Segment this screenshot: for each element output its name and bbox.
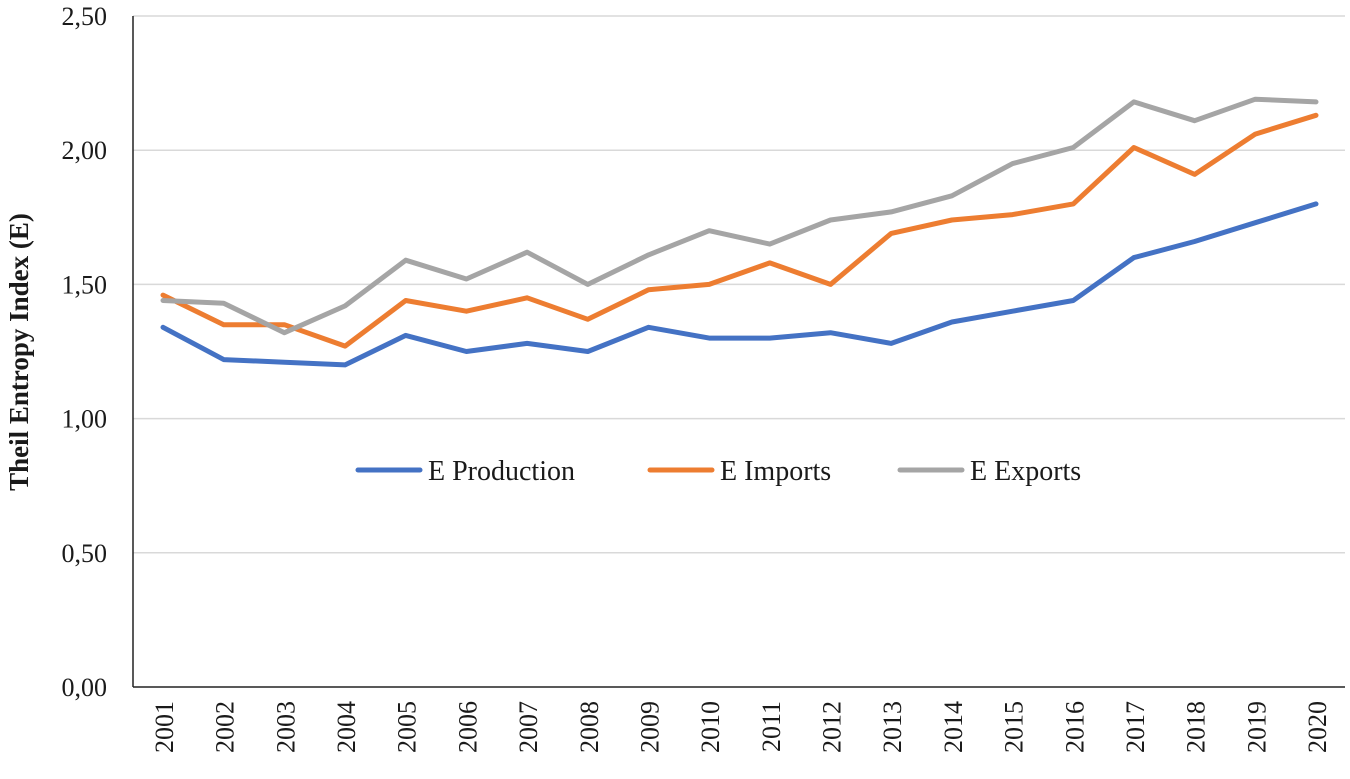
legend-label: E Exports <box>970 456 1081 487</box>
y-tick-label: 0,50 <box>62 539 108 568</box>
x-tick-label: 2014 <box>939 701 968 753</box>
x-tick-label: 2003 <box>271 701 300 753</box>
series-line-e-production <box>160 201 1319 368</box>
x-tick-label: 2013 <box>878 701 907 753</box>
x-tick-label: 2006 <box>453 701 482 753</box>
y-tick-label: 1,00 <box>62 405 108 434</box>
x-tick-label: 2018 <box>1182 701 1211 753</box>
y-tick-label: 2,50 <box>62 2 108 31</box>
x-tick-label: 2001 <box>150 701 179 753</box>
x-tick-label: 2009 <box>635 701 664 753</box>
x-tick-label: 2002 <box>211 701 240 753</box>
x-tick-label: 2010 <box>696 701 725 753</box>
x-tick-label: 2008 <box>575 701 604 753</box>
y-tick-label: 0,00 <box>62 673 108 702</box>
x-tick-label: 2019 <box>1242 701 1271 753</box>
x-tick-label: 2017 <box>1121 701 1150 753</box>
legend-label: E Production <box>428 456 575 487</box>
x-tick-label: 2005 <box>393 701 422 753</box>
axes <box>132 16 1345 688</box>
x-axis-ticks: 2001 2002 2003 2004 2005 2006 2007 2008 2009 2010… <box>150 701 1332 753</box>
series-line-e-exports <box>160 96 1319 336</box>
y-axis-label: Theil Entropy Index (E) <box>4 213 34 491</box>
x-tick-label: 2016 <box>1060 701 1089 753</box>
series-lines <box>160 96 1319 368</box>
x-tick-label: 2004 <box>332 701 361 753</box>
x-tick-label: 2011 <box>757 701 786 752</box>
y-axis-ticks: 0,00 0,50 1,00 1,50 2,00 2,50 <box>62 2 108 702</box>
y-tick-label: 2,00 <box>62 136 108 165</box>
x-tick-label: 2012 <box>818 701 847 753</box>
series-line-e-imports <box>160 112 1319 349</box>
y-tick-label: 1,50 <box>62 270 108 299</box>
x-tick-label: 2007 <box>514 701 543 753</box>
x-tick-label: 2015 <box>1000 701 1029 753</box>
legend: E Production E Imports E Exports <box>355 456 1081 487</box>
legend-label: E Imports <box>720 456 831 487</box>
x-tick-label: 2020 <box>1303 701 1332 753</box>
